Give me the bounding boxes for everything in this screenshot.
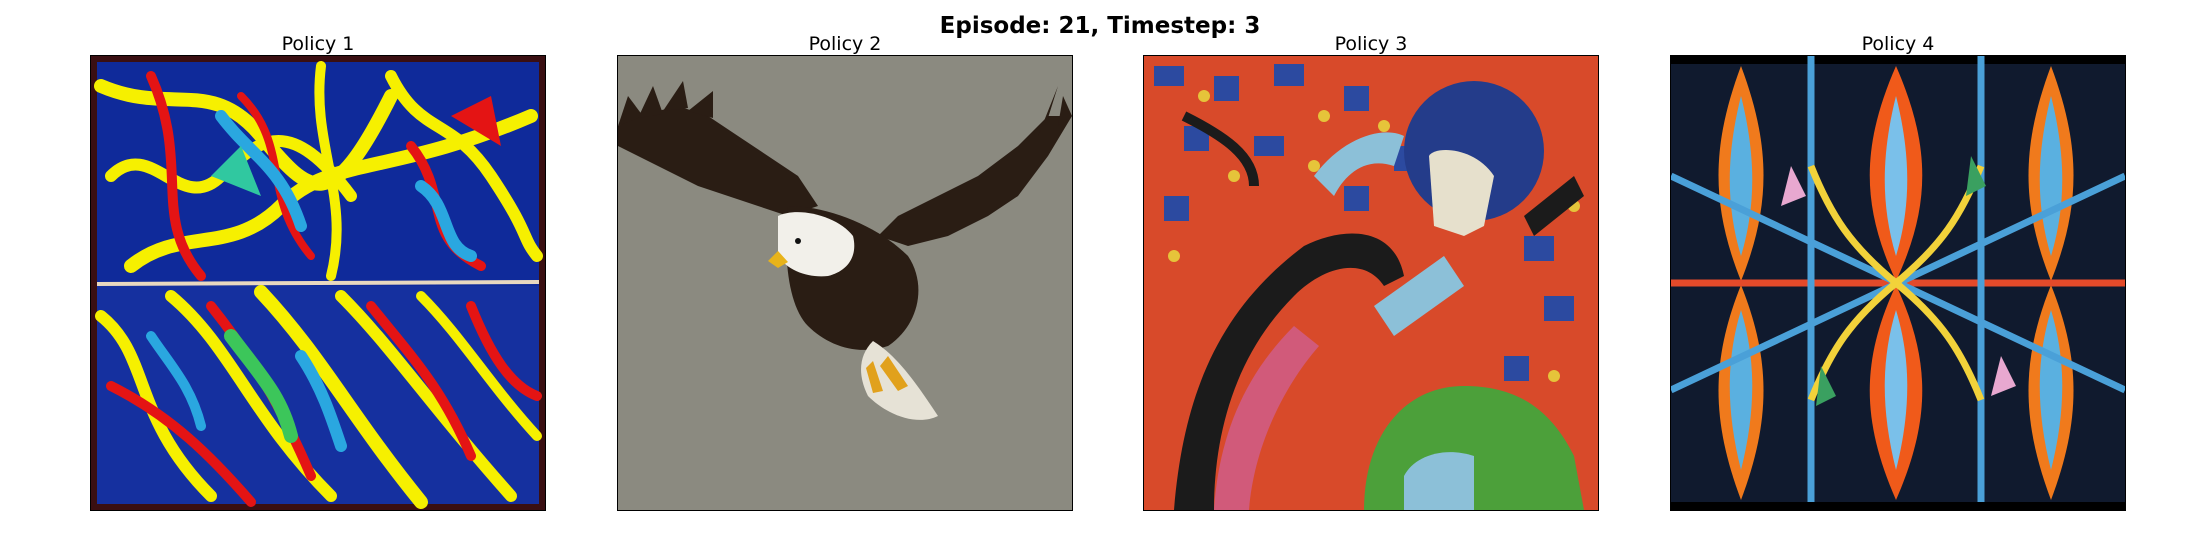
image-abstract-painting — [90, 55, 546, 511]
image-bald-eagle — [617, 55, 1073, 511]
panel-title: Policy 1 — [281, 33, 355, 55]
panel-policy-3: Policy 3 — [1143, 33, 1599, 511]
panel-policy-1: Policy 1 — [90, 33, 546, 511]
panel-title: Policy 2 — [808, 33, 882, 55]
panel-policy-2: Policy 2 — [617, 33, 1073, 511]
panel-policy-4: Policy 4 — [1670, 33, 2126, 511]
image-embroidered-tapestry — [1143, 55, 1599, 511]
figure-title: Episode: 21, Timestep: 3 — [939, 13, 1261, 39]
panel-title: Policy 4 — [1861, 33, 1935, 55]
image-symmetric-kaleidoscope — [1670, 55, 2126, 511]
panel-title: Policy 3 — [1334, 33, 1408, 55]
